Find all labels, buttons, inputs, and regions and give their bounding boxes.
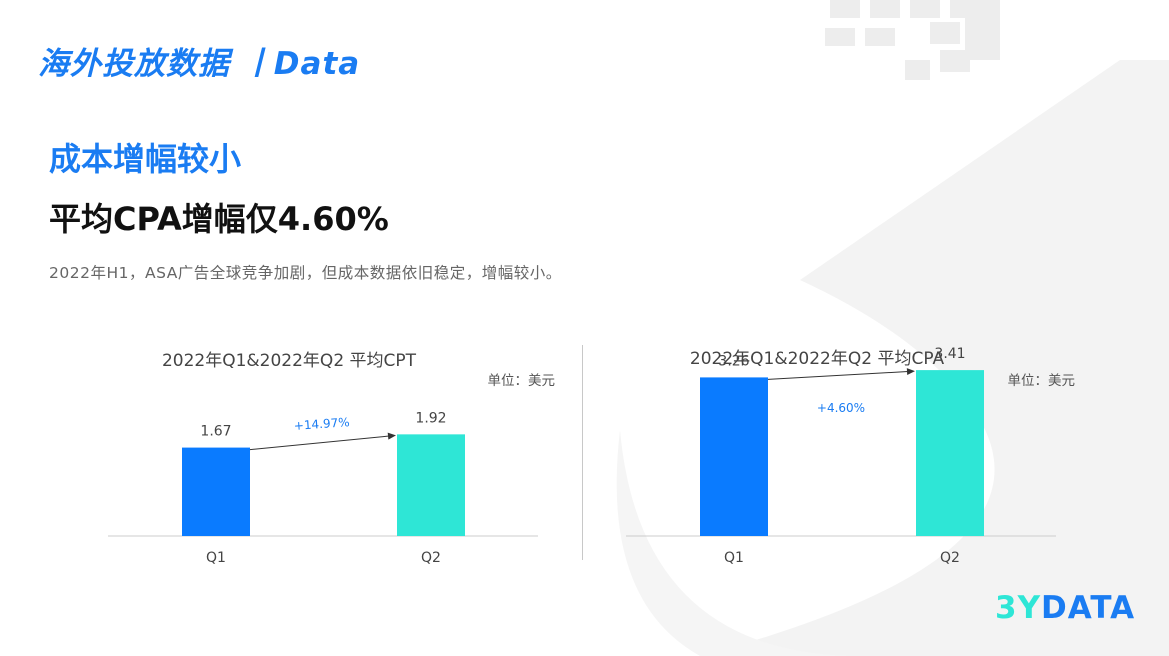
cpt-chart: 2022年Q1&2022年Q2 平均CPT 单位：美元 1.67 1.92 +1… <box>100 340 570 580</box>
background-arc-shape <box>616 430 850 656</box>
growth-label: +4.60% <box>817 401 865 415</box>
headline: 平均CPA增幅仅4.60% <box>49 200 389 238</box>
chart-title: 2022年Q1&2022年Q2 平均CPT <box>162 351 417 371</box>
description-text: 2022年H1，ASA广告全球竞争加剧，但成本数据依旧稳定，增幅较小。 <box>49 264 562 282</box>
background-swirl-shape <box>700 60 1169 656</box>
value-label-q2: 3.41 <box>934 346 965 362</box>
logo-part-b: DATA <box>1041 590 1136 626</box>
category-label-q2: Q2 <box>421 550 441 566</box>
value-label-q1: 1.67 <box>200 424 231 440</box>
category-label-q1: Q1 <box>724 550 744 566</box>
background-pixel-pattern <box>825 0 1000 80</box>
category-label-q2: Q2 <box>940 550 960 566</box>
logo-part-a: 3Y <box>995 590 1042 626</box>
growth-arrow <box>249 435 390 451</box>
value-label-q1: 3.26 <box>718 353 749 369</box>
growth-arrowhead <box>387 432 396 440</box>
chart-divider <box>582 345 583 560</box>
bar-q1 <box>700 377 768 536</box>
growth-label: +14.97% <box>293 415 350 433</box>
category-label-q1: Q1 <box>206 550 226 566</box>
chart-title: 2022年Q1&2022年Q2 平均CPA <box>690 349 945 369</box>
brand-logo: 3YDATA <box>995 590 1135 626</box>
section-title: 成本增幅较小 <box>49 140 242 178</box>
chart-unit-label: 单位：美元 <box>488 373 556 389</box>
bar-q2 <box>916 370 984 536</box>
bar-q1 <box>182 447 250 536</box>
value-label-q2: 1.92 <box>415 410 446 426</box>
bar-q2 <box>397 434 465 536</box>
cpa-chart: 2022年Q1&2022年Q2 平均CPA 单位：美元 3.26 3.41 +4… <box>620 340 1090 580</box>
growth-arrow <box>767 371 909 380</box>
chart-unit-label: 单位：美元 <box>1008 373 1076 389</box>
growth-arrowhead <box>906 368 915 376</box>
page-header-title: 海外投放数据 丨Data <box>38 46 361 82</box>
